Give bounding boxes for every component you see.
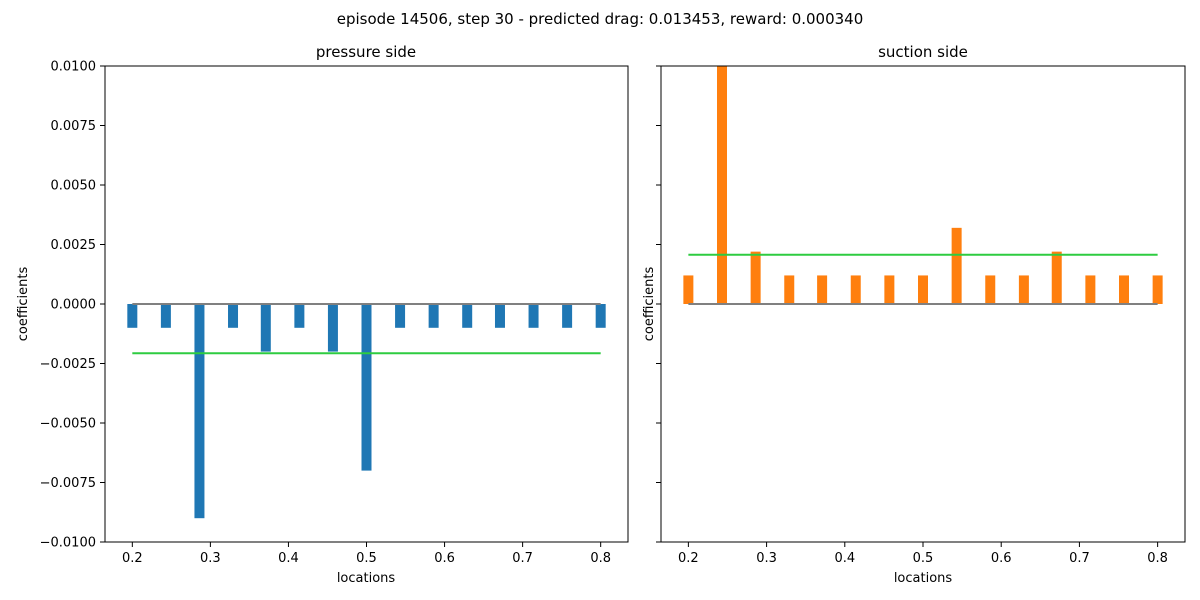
pressure-bar xyxy=(260,304,271,352)
pressure-y-tick-label: 0.0000 xyxy=(51,298,97,313)
pressure-y-tick-label: −0.0100 xyxy=(40,536,96,551)
pressure-side-xlabel: locations xyxy=(337,571,396,586)
suction-x-tick-label: 0.4 xyxy=(834,551,855,566)
suction-x-tick-label: 0.2 xyxy=(678,551,699,566)
suction-bar xyxy=(1119,275,1129,304)
pressure-bar xyxy=(127,304,138,328)
suction-bar xyxy=(918,275,928,304)
pressure-bar xyxy=(528,304,539,328)
pressure-y-tick-label: 0.0050 xyxy=(51,179,97,194)
pressure-x-tick-label: 0.6 xyxy=(434,551,455,566)
suction-side-lines xyxy=(688,253,1158,305)
suction-x-tick-label: 0.7 xyxy=(1069,551,1090,566)
pressure-y-tick-label: 0.0100 xyxy=(51,60,97,75)
suction-bar xyxy=(1051,251,1062,304)
suction-side-bars xyxy=(683,66,1163,304)
pressure-bar xyxy=(494,304,505,328)
pressure-x-tick-label: 0.7 xyxy=(512,551,533,566)
pressure-y-tick-label: −0.0050 xyxy=(40,417,96,432)
pressure-y-tick-label: −0.0075 xyxy=(40,476,96,491)
suction-bar xyxy=(750,251,761,304)
pressure-x-tick-label: 0.2 xyxy=(122,551,143,566)
pressure-bar xyxy=(194,304,205,519)
pressure-x-tick-label: 0.5 xyxy=(356,551,377,566)
pressure-side-bars xyxy=(127,304,606,519)
suction-bar xyxy=(1152,275,1163,304)
suction-side-panel: suction side 0.2 0.3 0.4 0.5 0.6 0.7 0.8 locat… xyxy=(642,43,1186,586)
suction-bar xyxy=(683,275,694,304)
pressure-bar xyxy=(294,304,305,328)
suction-bar xyxy=(717,66,727,304)
suction-bar xyxy=(850,275,861,304)
pressure-bar xyxy=(160,304,171,328)
pressure-side-y-axis: 0.0100 0.0075 0.0050 0.0025 0.0000 −0.0025 −0.… xyxy=(40,60,105,551)
pressure-bar xyxy=(462,304,473,328)
suction-bar xyxy=(1085,275,1096,304)
suction-x-tick-label: 0.3 xyxy=(756,551,777,566)
pressure-bar xyxy=(361,304,372,471)
pressure-y-tick-label: 0.0075 xyxy=(51,119,97,134)
suction-bar xyxy=(784,275,795,304)
suction-bar xyxy=(951,227,962,304)
figure-suptitle: episode 14506, step 30 - predicted drag:… xyxy=(337,10,864,28)
suction-bar xyxy=(884,275,895,304)
pressure-bar xyxy=(595,304,606,328)
suction-x-tick-label: 0.6 xyxy=(991,551,1012,566)
pressure-x-tick-label: 0.4 xyxy=(278,551,299,566)
suction-bar xyxy=(985,275,996,304)
suction-bar xyxy=(1018,275,1029,304)
pressure-side-ylabel: coefficients xyxy=(16,267,31,342)
suction-side-y-axis xyxy=(656,65,661,543)
suction-side-xlabel: locations xyxy=(894,571,953,586)
suction-side-ylabel: coefficients xyxy=(642,267,657,342)
pressure-side-x-axis: 0.2 0.3 0.4 0.5 0.6 0.7 0.8 xyxy=(122,542,611,566)
pressure-bar xyxy=(327,304,338,352)
pressure-bar xyxy=(428,304,439,328)
pressure-y-tick-label: 0.0025 xyxy=(51,238,97,253)
pressure-bar xyxy=(228,304,239,328)
pressure-y-tick-label: −0.0025 xyxy=(40,357,96,372)
suction-side-title: suction side xyxy=(878,43,968,61)
pressure-x-tick-label: 0.8 xyxy=(590,551,611,566)
pressure-bar xyxy=(562,304,573,328)
suction-side-x-axis: 0.2 0.3 0.4 0.5 0.6 0.7 0.8 xyxy=(678,542,1168,566)
pressure-side-lines xyxy=(132,303,601,355)
pressure-side-panel: pressure side 0.2 0.3 0.4 0.5 0.6 0.7 0.8 0.01… xyxy=(16,43,629,586)
pressure-side-title: pressure side xyxy=(316,43,416,61)
suction-bar xyxy=(817,275,828,304)
pressure-x-tick-label: 0.3 xyxy=(200,551,221,566)
suction-x-tick-label: 0.5 xyxy=(913,551,934,566)
pressure-bar xyxy=(395,304,406,328)
suction-x-tick-label: 0.8 xyxy=(1147,551,1168,566)
